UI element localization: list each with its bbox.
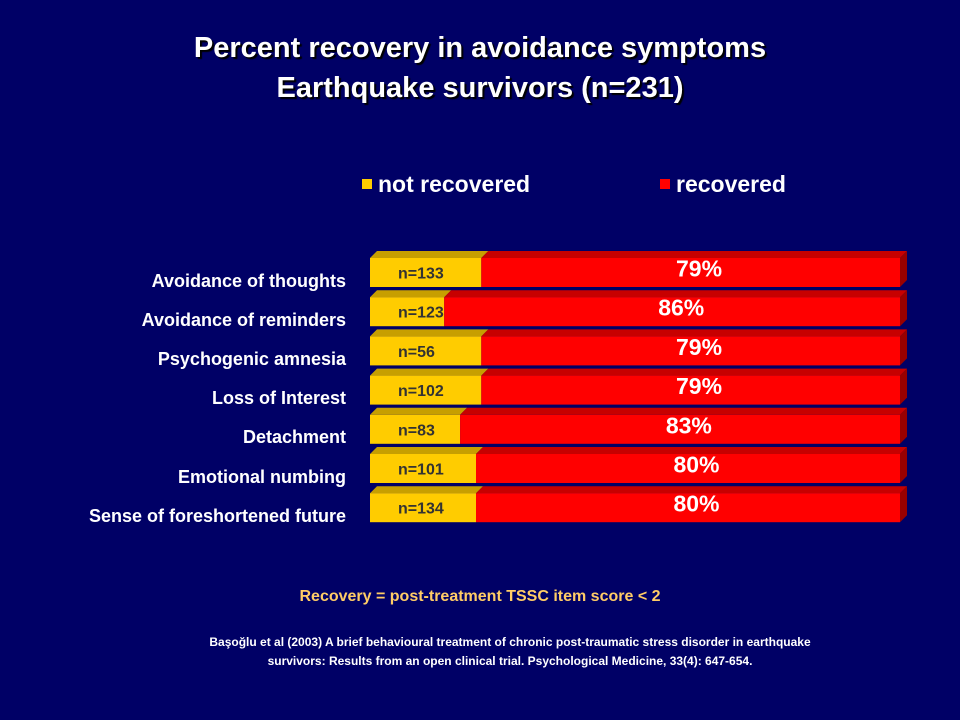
data-label-recovered: 79% bbox=[676, 334, 722, 360]
bar-recovered bbox=[476, 493, 900, 523]
bar-recovered-top bbox=[444, 290, 907, 298]
bar-not-recovered bbox=[370, 454, 476, 483]
bar-not-recovered-top bbox=[370, 251, 489, 258]
bar-recovered-side bbox=[900, 368, 907, 405]
data-label-not-recovered: n=83 bbox=[398, 422, 435, 439]
citation-line1: Başoğlu et al (2003) A brief behavioural… bbox=[209, 635, 811, 649]
recovery-definition-footnote: Recovery = post-treatment TSSC item scor… bbox=[299, 588, 661, 605]
bar-not-recovered bbox=[370, 297, 445, 327]
bar-recovered-top bbox=[481, 251, 907, 258]
bar-recovered bbox=[444, 297, 900, 327]
bar-recovered bbox=[460, 414, 900, 444]
bar-not-recovered-top bbox=[370, 368, 489, 376]
data-label-not-recovered: n=101 bbox=[398, 462, 444, 479]
data-label-not-recovered: n=134 bbox=[398, 501, 444, 518]
category-label: Loss of Interest bbox=[211, 388, 346, 409]
citation-line2: survivors: Results from an open clinical… bbox=[267, 654, 753, 668]
bar-recovered-side bbox=[900, 290, 907, 327]
legend-label-recovered: recovered bbox=[676, 170, 786, 197]
data-label-not-recovered: n=133 bbox=[398, 266, 444, 283]
category-label: Emotional numbing bbox=[178, 466, 346, 487]
bar-recovered-side bbox=[900, 407, 907, 444]
citation: Başoğlu et al (2003) A brief behavioural… bbox=[90, 633, 930, 671]
bar-recovered bbox=[481, 375, 900, 405]
bar-recovered bbox=[481, 258, 900, 287]
bar-recovered-top bbox=[476, 447, 907, 454]
bar-recovered-top bbox=[481, 329, 907, 337]
bar-not-recovered-top bbox=[370, 329, 489, 337]
category-label: Detachment bbox=[242, 427, 346, 448]
data-label-recovered: 79% bbox=[676, 373, 722, 399]
data-label-recovered: 83% bbox=[666, 412, 712, 438]
category-label: Avoidance of thoughts bbox=[151, 270, 346, 291]
bar-not-recovered bbox=[370, 258, 482, 287]
bar-recovered-top bbox=[481, 368, 907, 376]
bar-not-recovered-top bbox=[370, 486, 483, 494]
data-label-not-recovered: n=123 bbox=[398, 305, 444, 322]
data-label-recovered: 80% bbox=[673, 491, 719, 517]
legend-swatch-recovered bbox=[660, 179, 670, 189]
chart-title-line2: Earthquake survivors (n=231) bbox=[276, 72, 684, 104]
chart-title-line1: Percent recovery in avoidance symptoms bbox=[193, 32, 767, 64]
legend-item-recovered: recovered bbox=[660, 170, 786, 198]
bar-not-recovered bbox=[370, 336, 482, 366]
bar-recovered-side bbox=[900, 486, 907, 523]
bar-not-recovered bbox=[370, 414, 461, 444]
bar-recovered-side bbox=[900, 329, 907, 366]
bar-recovered bbox=[476, 454, 900, 483]
data-label-recovered: 86% bbox=[658, 295, 704, 321]
bar-recovered-side bbox=[900, 251, 907, 287]
legend-swatch-not-recovered bbox=[362, 179, 372, 189]
bar-not-recovered bbox=[370, 375, 482, 405]
data-label-recovered: 80% bbox=[673, 452, 719, 478]
data-label-not-recovered: n=56 bbox=[398, 344, 435, 361]
legend-label-not-recovered: not recovered bbox=[378, 170, 531, 197]
legend-item-not-recovered: not recovered bbox=[362, 170, 530, 198]
chart-title: Percent recovery in avoidance symptoms E… bbox=[0, 28, 960, 108]
bar-not-recovered-top bbox=[370, 407, 468, 415]
category-label: Avoidance of reminders bbox=[141, 309, 346, 330]
data-label-recovered: 79% bbox=[676, 256, 722, 282]
category-label: Sense of foreshortened future bbox=[88, 505, 346, 526]
bar-recovered-top bbox=[476, 486, 907, 494]
data-label-not-recovered: n=102 bbox=[398, 383, 444, 400]
bar-recovered bbox=[481, 336, 900, 366]
bar-not-recovered-top bbox=[370, 447, 483, 454]
stacked-bar-chart: n=133 79% n=123 86% n=56 79% n=102 79% n=83 83% n=… bbox=[370, 251, 907, 523]
bar-not-recovered bbox=[370, 493, 476, 523]
bar-not-recovered-top bbox=[370, 290, 452, 298]
category-label: Psychogenic amnesia bbox=[157, 348, 346, 369]
bar-recovered-top bbox=[460, 407, 907, 415]
bar-recovered-side bbox=[900, 447, 907, 483]
